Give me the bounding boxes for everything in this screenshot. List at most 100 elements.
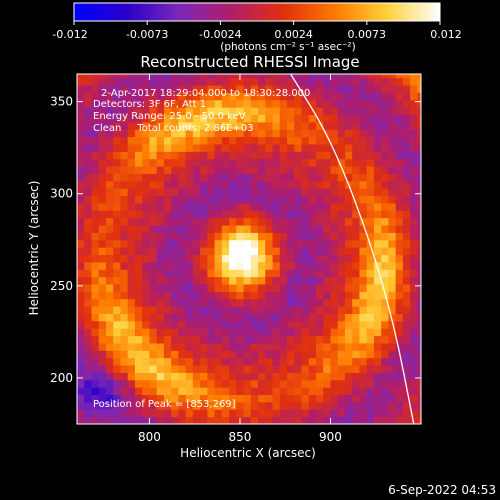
heatmap-cell: [417, 74, 421, 79]
heatmap-cell: [91, 313, 100, 322]
heatmap-cell: [171, 306, 179, 314]
heatmap-cell: [77, 357, 85, 366]
heatmap-cell: [113, 85, 121, 93]
heatmap-cell: [221, 357, 230, 366]
heatmap-cell: [308, 114, 317, 123]
heatmap-cell: [402, 372, 411, 381]
heatmap-cell: [308, 365, 317, 373]
heatmap-cell: [388, 217, 397, 226]
heatmap-cell: [77, 195, 85, 204]
heatmap-cell: [200, 121, 208, 130]
heatmap-cell: [236, 261, 245, 270]
heatmap-cell: [84, 74, 92, 79]
heatmap-cell: [287, 173, 295, 182]
heatmap-cell: [323, 210, 331, 219]
heatmap-cell: [163, 114, 172, 123]
heatmap-cell: [330, 409, 339, 418]
heatmap-cell: [294, 313, 302, 322]
heatmap-cell: [308, 210, 317, 219]
heatmap-cell: [381, 114, 389, 123]
heatmap-cell: [156, 387, 165, 396]
heatmap-cell: [192, 158, 201, 167]
heatmap-cell: [315, 350, 324, 359]
heatmap-cell: [373, 416, 382, 424]
heatmap-cell: [200, 284, 208, 292]
heatmap-cell: [258, 284, 266, 292]
heatmap-cell: [301, 173, 310, 182]
heatmap-cell: [207, 357, 216, 366]
heatmap-cell: [323, 291, 331, 300]
heatmap-cell: [373, 401, 382, 410]
heatmap-cell: [142, 313, 150, 322]
heatmap-cell: [250, 92, 259, 101]
heatmap-cell: [395, 195, 404, 204]
heatmap-cell: [323, 121, 331, 130]
heatmap-cell: [105, 202, 114, 211]
heatmap-cell: [221, 225, 230, 233]
heatmap-cell: [330, 298, 339, 307]
heatmap-cell: [163, 416, 172, 424]
heatmap-cell: [337, 114, 346, 123]
heatmap-cell: [105, 74, 114, 79]
heatmap-cell: [98, 328, 107, 337]
heatmap-cell: [265, 365, 274, 373]
heatmap-cell: [294, 92, 302, 101]
heatmap-cell: [373, 225, 382, 233]
heatmap-cell: [221, 387, 230, 396]
heatmap-cell: [91, 92, 100, 101]
heatmap-cell: [77, 269, 85, 278]
heatmap-cell: [323, 77, 331, 86]
heatmap-cell: [417, 357, 421, 366]
heatmap-cell: [258, 254, 266, 263]
heatmap-cell: [163, 166, 172, 174]
heatmap-cell: [236, 320, 245, 329]
heatmap-cell: [98, 144, 107, 152]
heatmap-cell: [127, 77, 136, 86]
heatmap-cell: [410, 225, 418, 233]
heatmap-cell: [84, 99, 92, 108]
heatmap-cell: [185, 342, 194, 351]
heatmap-cell: [279, 416, 288, 424]
heatmap-cell: [229, 239, 237, 248]
heatmap-cell: [200, 92, 208, 101]
heatmap-cell: [120, 195, 129, 204]
heatmap-cell: [287, 74, 295, 79]
heatmap-cell: [171, 210, 179, 219]
heatmap-cell: [323, 195, 331, 204]
heatmap-cell: [163, 291, 172, 300]
heatmap-cell: [142, 269, 150, 278]
heatmap-cell: [287, 151, 295, 160]
heatmap-cell: [337, 247, 346, 256]
heatmap-cell: [388, 342, 397, 351]
heatmap-cell: [344, 129, 353, 138]
colorbar-tick-label: -0.012: [52, 28, 87, 41]
heatmap-cell: [163, 328, 172, 337]
heatmap-cell: [381, 284, 389, 292]
heatmap-cell: [178, 357, 187, 366]
heatmap-cell: [308, 217, 317, 226]
heatmap-cell: [142, 74, 150, 79]
heatmap-cell: [200, 261, 208, 270]
heatmap-cell: [214, 416, 223, 424]
heatmap-cell: [243, 232, 252, 241]
heatmap-cell: [258, 387, 266, 396]
heatmap-cell: [185, 284, 194, 292]
heatmap-cell: [265, 409, 274, 418]
heatmap-cell: [287, 129, 295, 138]
heatmap-cell: [366, 379, 375, 388]
heatmap-cell: [200, 357, 208, 366]
heatmap-cell: [156, 232, 165, 241]
y-tick-label: 300: [50, 187, 73, 201]
heatmap-cell: [294, 217, 302, 226]
heatmap-cell: [156, 350, 165, 359]
heatmap-cell: [359, 85, 368, 93]
heatmap-cell: [366, 151, 375, 160]
heatmap-cell: [91, 387, 100, 396]
heatmap-cell: [395, 144, 404, 152]
heatmap-cell: [417, 202, 421, 211]
heatmap-cell: [330, 365, 339, 373]
heatmap-cell: [315, 136, 324, 145]
heatmap-cell: [171, 276, 179, 285]
heatmap-cell: [410, 387, 418, 396]
heatmap-cell: [344, 217, 353, 226]
